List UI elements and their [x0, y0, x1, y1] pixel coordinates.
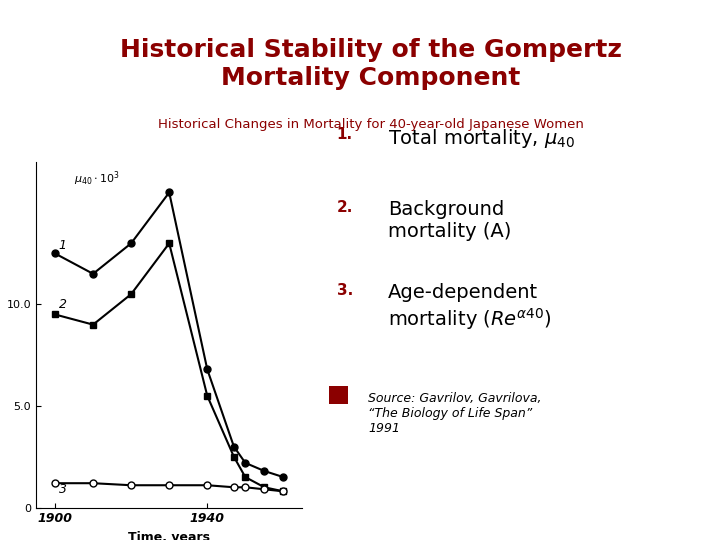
- Y-axis label: Force of mortality at age 40, year⁻¹: Force of mortality at age 40, year⁻¹: [0, 236, 1, 434]
- Text: 2: 2: [59, 299, 67, 312]
- Text: 3.: 3.: [337, 283, 353, 298]
- Text: 2.: 2.: [337, 200, 353, 215]
- Bar: [328, 386, 348, 404]
- Text: 1: 1: [59, 239, 67, 252]
- Text: Source: Gavrilov, Gavrilova,
“The Biology of Life Span”
1991: Source: Gavrilov, Gavrilova, “The Biolog…: [369, 392, 541, 435]
- Text: $\mu_{40} \cdot 10^3$: $\mu_{40} \cdot 10^3$: [74, 169, 120, 188]
- Text: Historical Changes in Mortality for 40-year-old Japanese Women: Historical Changes in Mortality for 40-y…: [158, 118, 584, 131]
- Text: Background
mortality (A): Background mortality (A): [388, 200, 511, 241]
- Text: Total mortality, $\mu_{40}$: Total mortality, $\mu_{40}$: [388, 127, 575, 151]
- Text: 3: 3: [59, 483, 67, 496]
- Text: Historical Stability of the Gompertz
Mortality Component: Historical Stability of the Gompertz Mor…: [120, 38, 622, 90]
- X-axis label: Time, years: Time, years: [128, 531, 210, 540]
- Text: Age-dependent
mortality ($Re^{\alpha 40}$): Age-dependent mortality ($Re^{\alpha 40}…: [388, 283, 552, 332]
- Text: 1.: 1.: [337, 127, 353, 143]
